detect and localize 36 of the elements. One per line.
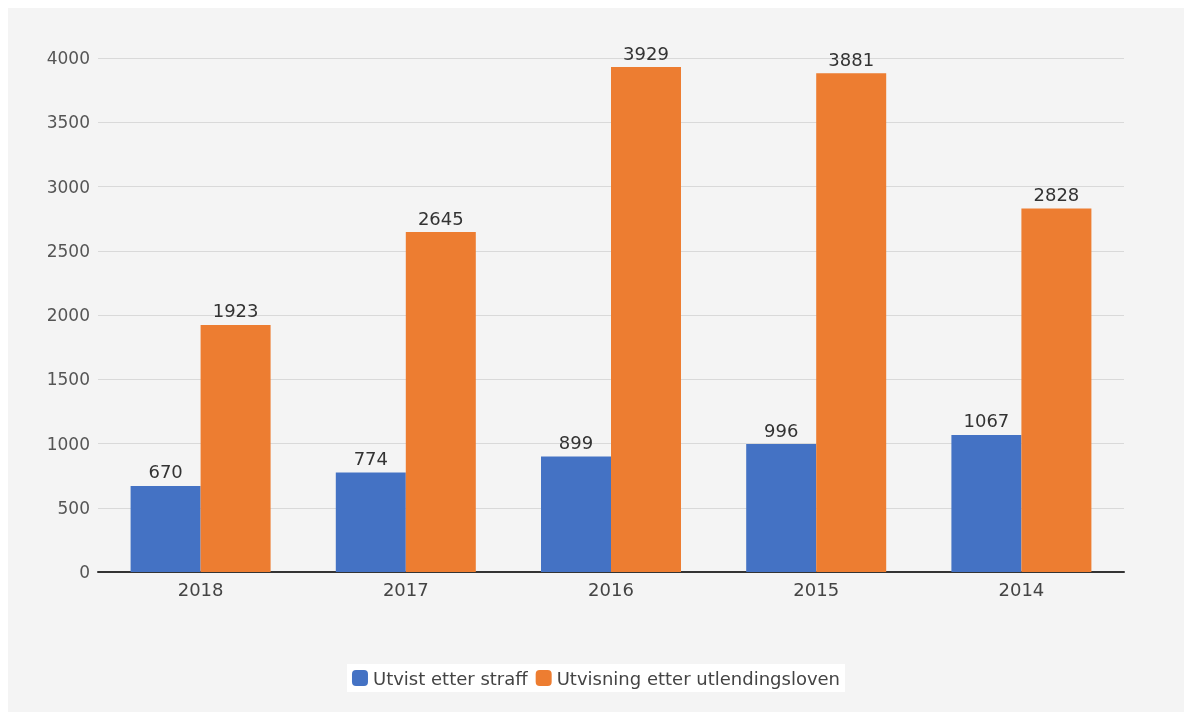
bar xyxy=(1021,208,1092,572)
y-tick-label: 1000 xyxy=(46,433,90,454)
bar xyxy=(541,456,611,572)
x-tick-label: 2014 xyxy=(998,578,1045,600)
x-tick-label: 2017 xyxy=(382,578,429,600)
data-label: 2828 xyxy=(1033,184,1080,206)
y-tick-label: 2000 xyxy=(46,305,90,325)
x-tick-label: 2018 xyxy=(177,578,224,600)
data-label: 899 xyxy=(558,431,594,453)
legend-label: Utvisning etter utlendingsloven xyxy=(556,667,841,689)
bar xyxy=(746,444,817,572)
bar xyxy=(405,232,476,572)
x-tick-label: 2015 xyxy=(793,578,840,600)
bar xyxy=(611,67,681,572)
y-tick-label: 2500 xyxy=(46,240,90,261)
y-tick-label: 3000 xyxy=(46,176,90,197)
y-tick-label: 0 xyxy=(79,562,90,582)
bar xyxy=(335,472,406,572)
data-label: 3929 xyxy=(623,42,669,64)
bar xyxy=(200,324,271,572)
y-tick-label: 3500 xyxy=(46,112,90,133)
data-label: 996 xyxy=(764,419,799,441)
bar xyxy=(951,434,1022,572)
data-label: 774 xyxy=(353,448,388,470)
x-tick-label: 2016 xyxy=(588,578,634,600)
y-tick-label: 500 xyxy=(57,497,90,518)
bar xyxy=(816,73,887,572)
legend-label: Utvist etter straff xyxy=(372,667,529,689)
data-label: 1067 xyxy=(963,410,1010,432)
data-label: 670 xyxy=(148,461,183,483)
y-tick-label: 1500 xyxy=(46,369,90,390)
data-label: 1923 xyxy=(212,300,259,322)
y-tick-label: 4000 xyxy=(46,48,90,68)
data-label: 2645 xyxy=(417,207,464,229)
bar xyxy=(130,485,201,572)
data-label: 3881 xyxy=(828,48,875,70)
